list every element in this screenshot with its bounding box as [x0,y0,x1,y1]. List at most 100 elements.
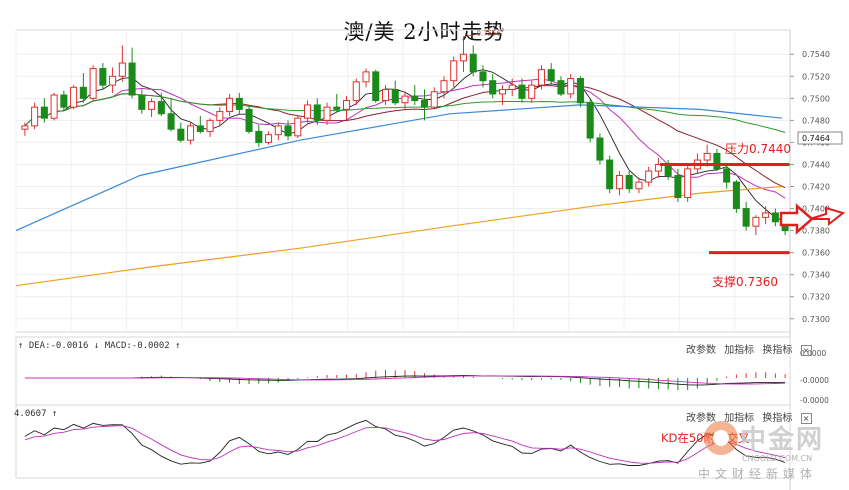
candle-body [381,89,390,102]
candle-body [40,106,48,119]
y-tick-label: 0.7420 [802,183,830,192]
candle-body [557,80,565,95]
current-price-label: 0.7464 [802,134,830,143]
candle-body [606,159,614,190]
candle-body [440,80,448,93]
candle-body [79,86,87,99]
candle-body [128,62,136,96]
candle-body [99,68,107,86]
candle-body [459,53,468,62]
candle-body [274,125,282,136]
candle-body [148,101,156,110]
candle-body [450,60,458,82]
edit-params-button[interactable]: 改参数 [686,345,716,356]
moving-averages [15,69,786,287]
add-indicator-button[interactable]: 加指标 [724,413,755,424]
close-icon[interactable]: × [800,412,812,424]
candle-body [508,84,516,91]
candle-body [352,81,360,102]
price-levels [660,162,790,255]
kd-k-line [24,419,786,466]
candle-body [304,104,312,119]
candle-body [625,174,633,190]
candle-body [479,71,487,82]
candle-body [723,168,731,183]
candle-body [674,174,682,199]
y-tick-label: 0.7320 [802,293,830,302]
add-indicator-button[interactable]: 加指标 [724,345,755,356]
candle-body [372,71,380,102]
candle-body [430,91,438,108]
candle-body [420,100,429,108]
kd-toolbar: 改参数 加指标 换指标 × [686,409,817,424]
macd-toolbar: 改参数 加指标 换指标 × [686,341,817,356]
y-tick-label: 0.7340 [802,271,830,280]
candle-body [109,75,117,86]
switch-indicator-button[interactable]: 换指标 [762,345,793,356]
candle-body [31,106,39,127]
candle-body [411,95,419,102]
chart-title: 澳/美 2小时走势 [343,20,506,44]
macd-panel: 0.0000 -0.0000 -0.0000 [15,336,829,406]
watermark: 中金网 CNGOLD.COM.CN 中文财经新媒体 [698,419,844,489]
ma-line-blue [15,104,783,232]
candle-body [187,125,195,141]
candle-body [235,97,243,110]
switch-indicator-button[interactable]: 换指标 [762,413,793,424]
close-icon[interactable]: × [800,344,812,356]
candle-body [635,181,643,190]
macd-readout: ↑ DEA:-0.0016 ↓ MACD:-0.0002 ↑ [18,341,181,351]
candle-body [762,212,770,218]
candle-body [469,53,477,73]
edit-params-button[interactable]: 改参数 [686,413,716,424]
candle-body [713,152,721,170]
support-label: 支撑0.7360 [712,275,778,289]
candle-body [567,77,575,95]
candle-body [313,104,321,121]
watermark-url: CNGOLD.COM.CN [742,454,813,463]
candle-body [362,71,370,83]
macd-tick-label: -0.0000 [800,396,829,405]
resistance-label: 压力0.7440 [725,142,791,156]
candle-body [206,119,214,132]
candle-body [118,62,126,77]
arrow-outline-2 [809,206,846,227]
y-tick-label: 0.7400 [802,205,830,214]
candle-body [255,130,263,143]
candle-body [342,100,351,110]
candle-body [615,174,623,190]
candle-body [518,84,526,99]
candle-body [265,134,273,143]
kd-readout: 4.0607 ↑ [14,409,58,419]
candle-body [333,106,341,110]
arrow-outline [779,203,814,235]
candle-body [752,216,760,227]
candle-body [684,168,692,199]
candle-body [732,181,740,210]
macd-tick-label: 0.0000 [800,349,826,358]
ma-line-orange [15,185,783,287]
candle-body [196,125,204,132]
peak-label: 0.7556 [476,30,501,38]
candle-body [596,137,604,161]
candle-body [245,108,253,132]
watermark-subtitle: 中文财经新媒体 [698,467,818,481]
candle-body [654,163,662,172]
y-tick-label: 0.7520 [802,72,830,81]
candle-body [284,125,292,137]
candle-body [89,68,97,99]
kd-panel [15,404,791,479]
current-price-box [797,131,843,145]
peak-pointer [463,34,476,38]
candle-body [323,106,331,121]
candle-body [21,125,29,130]
candle-body [645,170,653,183]
candle-body [576,77,584,104]
y-tick-label: 0.7380 [802,227,830,236]
y-tick-label: 0.7360 [802,249,830,258]
kd-frame [15,404,791,479]
candle-body [586,102,594,139]
watermark-name: 中金网 [740,425,825,455]
